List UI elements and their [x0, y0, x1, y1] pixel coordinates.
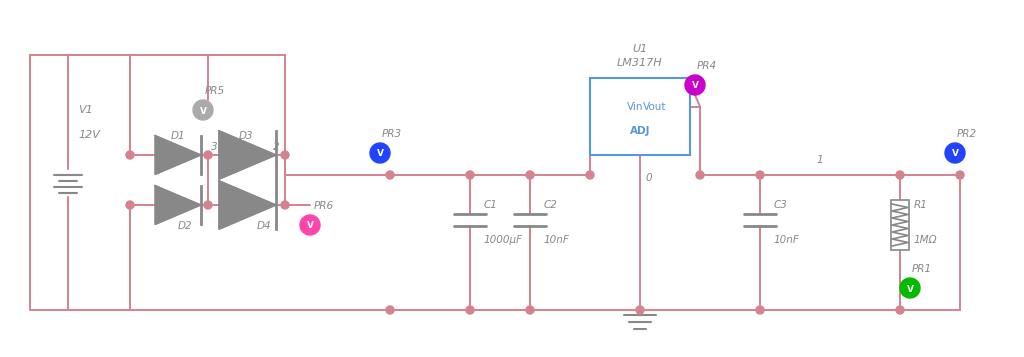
- Circle shape: [900, 278, 920, 298]
- Text: PR6: PR6: [314, 201, 334, 211]
- Circle shape: [896, 306, 904, 314]
- Circle shape: [756, 171, 764, 179]
- Text: PR2: PR2: [957, 129, 977, 139]
- Text: LM317H: LM317H: [617, 58, 663, 68]
- Text: C1: C1: [484, 200, 498, 210]
- Text: ADJ: ADJ: [630, 126, 650, 136]
- Circle shape: [204, 201, 212, 209]
- Text: 2: 2: [273, 142, 280, 152]
- Text: V: V: [691, 81, 698, 91]
- Text: PR4: PR4: [697, 61, 717, 71]
- Text: V: V: [951, 150, 958, 159]
- Text: C3: C3: [774, 200, 787, 210]
- Polygon shape: [156, 136, 201, 174]
- Circle shape: [685, 75, 705, 95]
- Text: V: V: [377, 150, 384, 159]
- Circle shape: [126, 201, 134, 209]
- Circle shape: [370, 143, 390, 163]
- Circle shape: [586, 171, 594, 179]
- Text: PR3: PR3: [382, 129, 402, 139]
- Text: 1MΩ: 1MΩ: [914, 235, 938, 245]
- Text: 10nF: 10nF: [544, 235, 570, 245]
- Text: PR1: PR1: [912, 264, 932, 274]
- Circle shape: [193, 100, 213, 120]
- Text: PR5: PR5: [205, 86, 225, 96]
- Text: D3: D3: [240, 131, 254, 141]
- Circle shape: [756, 306, 764, 314]
- Text: V1: V1: [78, 105, 93, 115]
- Text: U1: U1: [633, 44, 647, 54]
- Text: D1: D1: [171, 131, 185, 141]
- Circle shape: [896, 171, 904, 179]
- Circle shape: [696, 171, 705, 179]
- Text: 12V: 12V: [78, 130, 100, 140]
- Text: D2: D2: [178, 221, 193, 231]
- Text: Vin: Vin: [627, 101, 643, 111]
- Text: V: V: [306, 221, 313, 231]
- Text: D4: D4: [256, 221, 271, 231]
- Text: 1000μF: 1000μF: [484, 235, 523, 245]
- Text: C2: C2: [544, 200, 558, 210]
- Polygon shape: [219, 181, 276, 229]
- Text: 3: 3: [211, 142, 218, 152]
- Bar: [590, 78, 690, 155]
- Bar: [891, 200, 909, 250]
- Circle shape: [281, 201, 289, 209]
- Text: Vout: Vout: [643, 101, 667, 111]
- Circle shape: [945, 143, 965, 163]
- Polygon shape: [156, 186, 201, 225]
- Text: R1: R1: [914, 200, 928, 210]
- Circle shape: [204, 151, 212, 159]
- Circle shape: [526, 306, 534, 314]
- Circle shape: [956, 171, 964, 179]
- Circle shape: [526, 171, 534, 179]
- Circle shape: [281, 151, 289, 159]
- Circle shape: [126, 151, 134, 159]
- Text: 0: 0: [645, 173, 651, 183]
- Circle shape: [300, 215, 319, 235]
- Circle shape: [386, 306, 394, 314]
- Circle shape: [636, 306, 644, 314]
- Text: V: V: [200, 106, 207, 116]
- Circle shape: [466, 306, 474, 314]
- Text: 10nF: 10nF: [774, 235, 800, 245]
- Text: 1: 1: [817, 155, 823, 165]
- Text: V: V: [906, 285, 913, 293]
- Polygon shape: [219, 131, 276, 179]
- Circle shape: [466, 171, 474, 179]
- Circle shape: [386, 171, 394, 179]
